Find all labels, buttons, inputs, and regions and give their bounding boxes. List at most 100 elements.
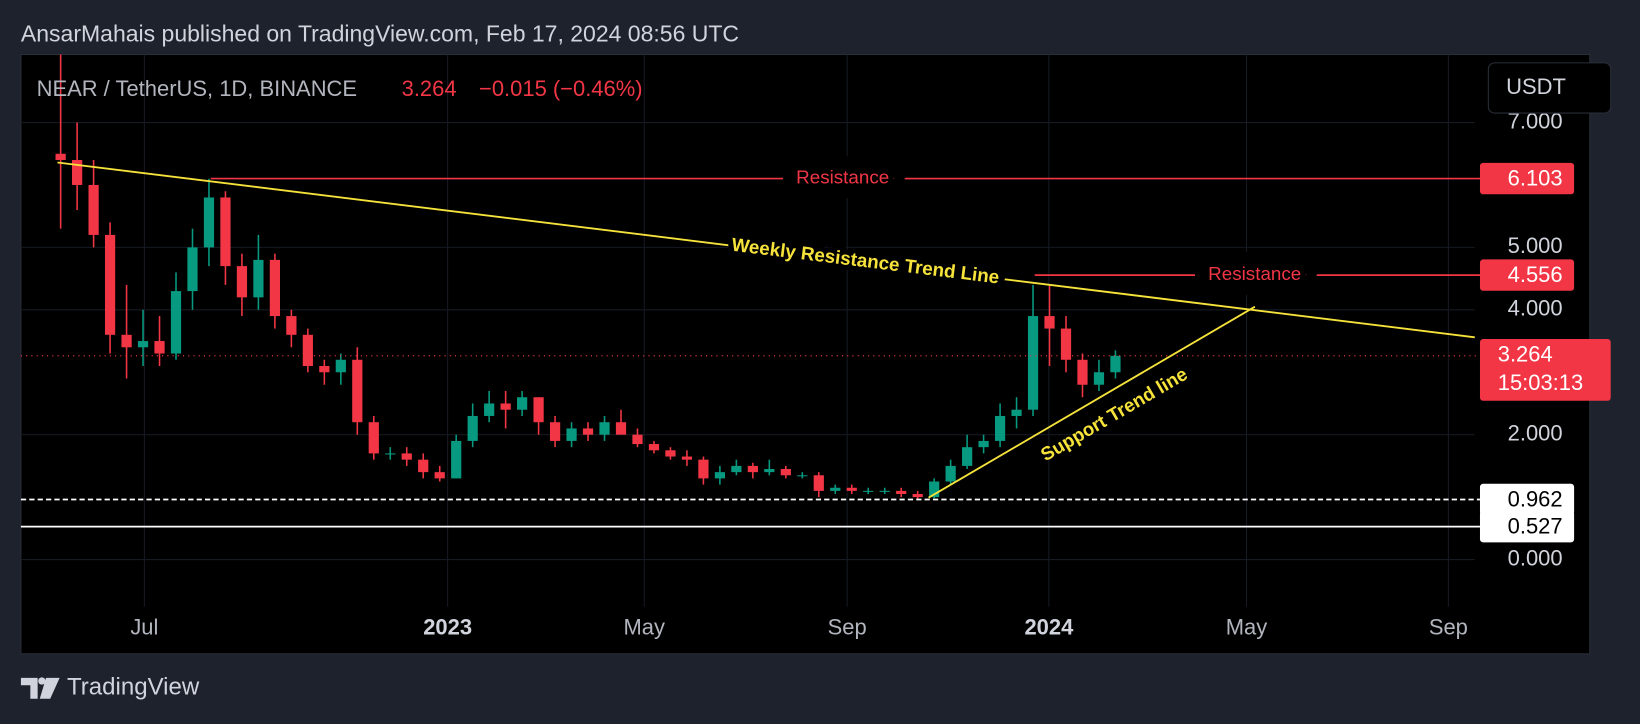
candle-body xyxy=(484,403,495,416)
candle-body xyxy=(978,440,989,448)
x-tick-label: Jul xyxy=(130,615,158,640)
candle-body xyxy=(582,428,594,435)
symbol-info: NEAR / TetherUS, 1D, BINANCE xyxy=(37,76,357,101)
candle-body xyxy=(648,444,660,451)
candle-body xyxy=(154,341,165,354)
candle-body xyxy=(1027,316,1039,410)
candle-body xyxy=(912,493,923,498)
price-change: −0.015 (−0.46%) xyxy=(479,76,643,101)
candle-body xyxy=(517,397,528,410)
x-tick-label: Sep xyxy=(1429,615,1468,640)
price-tag xyxy=(1479,259,1575,291)
price-tag xyxy=(1479,162,1575,195)
candle-body xyxy=(302,334,313,367)
last-price: 3.264 xyxy=(402,76,457,101)
price-tag-label: 0.527 xyxy=(1508,513,1563,538)
x-tick-label: 2023 xyxy=(423,615,472,640)
candle-body xyxy=(681,456,693,460)
candle-body xyxy=(1077,359,1088,385)
chart-panel xyxy=(20,53,1591,655)
candle-body xyxy=(962,447,973,466)
price-line-label: Resistance xyxy=(796,167,889,188)
candle-body xyxy=(121,334,132,348)
candle-body xyxy=(632,434,643,445)
last-price-tag-label: 3.264 xyxy=(1498,342,1553,367)
candle-body xyxy=(55,153,66,161)
candle-body xyxy=(813,475,824,491)
x-tick-label: 2024 xyxy=(1024,615,1074,640)
candle-body xyxy=(698,459,709,479)
candle-body xyxy=(170,291,182,354)
candle-body xyxy=(1044,316,1055,329)
candle-body xyxy=(731,465,742,473)
candle-body xyxy=(615,422,627,435)
candle-body xyxy=(945,465,956,482)
footer-brand: TradingView xyxy=(67,674,200,701)
candle-body xyxy=(714,472,726,479)
candle-body xyxy=(1093,372,1105,385)
candle-body xyxy=(896,490,907,494)
price-line-label: Resistance xyxy=(1208,263,1301,284)
candle-body xyxy=(500,403,511,410)
candle-body xyxy=(747,465,758,473)
publisher-line: AnsarMahais published on TradingView.com… xyxy=(21,21,739,47)
last-price-tag xyxy=(1479,339,1611,401)
candle-body xyxy=(203,197,215,248)
countdown-label: 15:03:13 xyxy=(1498,370,1583,395)
candle-body xyxy=(335,359,346,373)
candle-body xyxy=(764,469,775,473)
y-tick-label: 4.000 xyxy=(1508,296,1563,321)
price-tag-label: 0.962 xyxy=(1508,486,1563,511)
price-tag xyxy=(1479,510,1575,543)
candle-body xyxy=(401,453,412,460)
candle-body xyxy=(319,366,330,373)
candle-body xyxy=(451,440,462,479)
y-tick-label: 5.000 xyxy=(1508,233,1563,258)
candle-body xyxy=(467,415,478,441)
logo-icon xyxy=(20,677,60,699)
x-tick-label: Sep xyxy=(828,615,867,640)
currency-label[interactable]: USDT xyxy=(1506,74,1566,99)
trend-line xyxy=(928,305,1256,499)
candle-body xyxy=(104,234,116,335)
candle-body xyxy=(599,422,610,435)
candle-body xyxy=(236,266,248,298)
candle-body xyxy=(286,316,297,335)
x-tick-label: May xyxy=(624,615,665,640)
candle-body xyxy=(352,359,363,423)
candle-body xyxy=(1060,328,1072,360)
candle-body xyxy=(549,422,561,441)
price-tag-label: 4.556 xyxy=(1508,262,1563,287)
y-tick-label: 0.000 xyxy=(1508,545,1563,570)
candle-body xyxy=(879,490,890,492)
candle-body xyxy=(385,453,396,455)
price-tag xyxy=(1479,483,1575,516)
candle-body xyxy=(830,487,841,491)
candle-body xyxy=(253,259,264,298)
candle-body xyxy=(88,184,99,235)
y-tick-label: 2.000 xyxy=(1508,420,1563,445)
candle-body xyxy=(1011,409,1022,416)
candle-body xyxy=(797,475,808,477)
candle-body xyxy=(418,459,429,473)
price-tag-label: 6.103 xyxy=(1508,165,1563,190)
candle-body xyxy=(187,247,198,292)
x-tick-label: May xyxy=(1226,615,1267,640)
plot-area xyxy=(55,54,1121,500)
candle-body xyxy=(72,160,83,185)
tradingview-logo xyxy=(20,677,60,699)
logo-dot xyxy=(38,677,46,685)
currency-button[interactable] xyxy=(1487,62,1612,114)
candle-body xyxy=(863,490,874,492)
candle-body xyxy=(780,469,791,476)
candle-body xyxy=(220,197,231,267)
candle-body xyxy=(434,472,445,479)
candle-body xyxy=(566,428,577,441)
candle-body xyxy=(994,415,1006,441)
candle-body xyxy=(846,487,857,491)
candle-body xyxy=(368,422,379,454)
candle-body xyxy=(533,397,544,423)
